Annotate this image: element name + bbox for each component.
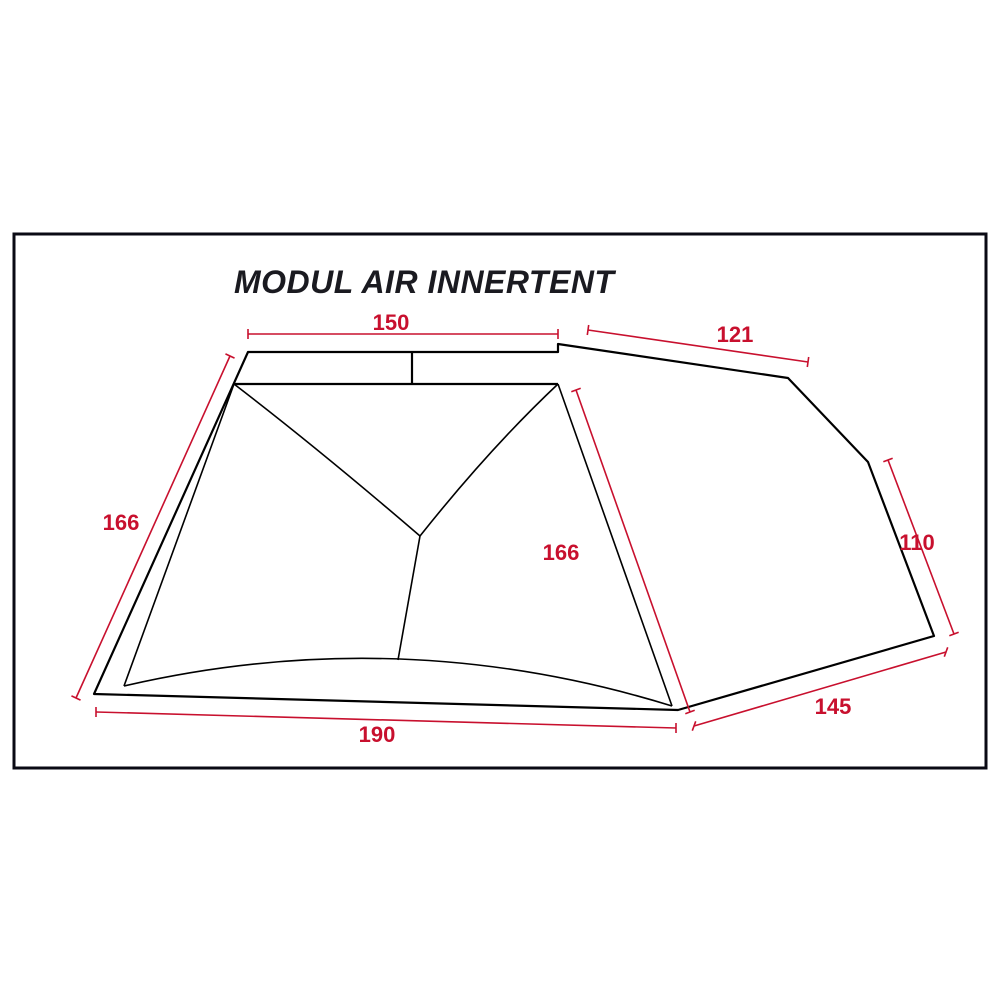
diagram-title: MODUL AIR INNERTENT: [234, 264, 614, 301]
dim-label-slope-121: 121: [710, 322, 760, 348]
dim-label-mid-166: 166: [536, 540, 586, 566]
dim-label-right-110: 110: [892, 530, 942, 556]
inner-line-5: [398, 536, 420, 660]
inner-line-4: [420, 384, 558, 536]
outer-frame: [14, 234, 986, 768]
dim-line-mid-166: [576, 390, 690, 712]
inner-line-2: [124, 658, 672, 706]
dim-label-top-150: 150: [366, 310, 416, 336]
diagram-svg: [0, 0, 1000, 1000]
dim-line-slope-121: [588, 330, 808, 362]
dim-tick1-slope-121: [587, 325, 588, 335]
tent-outline: [94, 344, 934, 710]
dim-tick2-slope-121: [807, 357, 808, 367]
dim-label-bottom-190: 190: [352, 722, 402, 748]
dim-label-bottom-right-145: 145: [808, 694, 858, 720]
inner-line-3: [234, 384, 420, 536]
dim-label-left-166: 166: [96, 510, 146, 536]
